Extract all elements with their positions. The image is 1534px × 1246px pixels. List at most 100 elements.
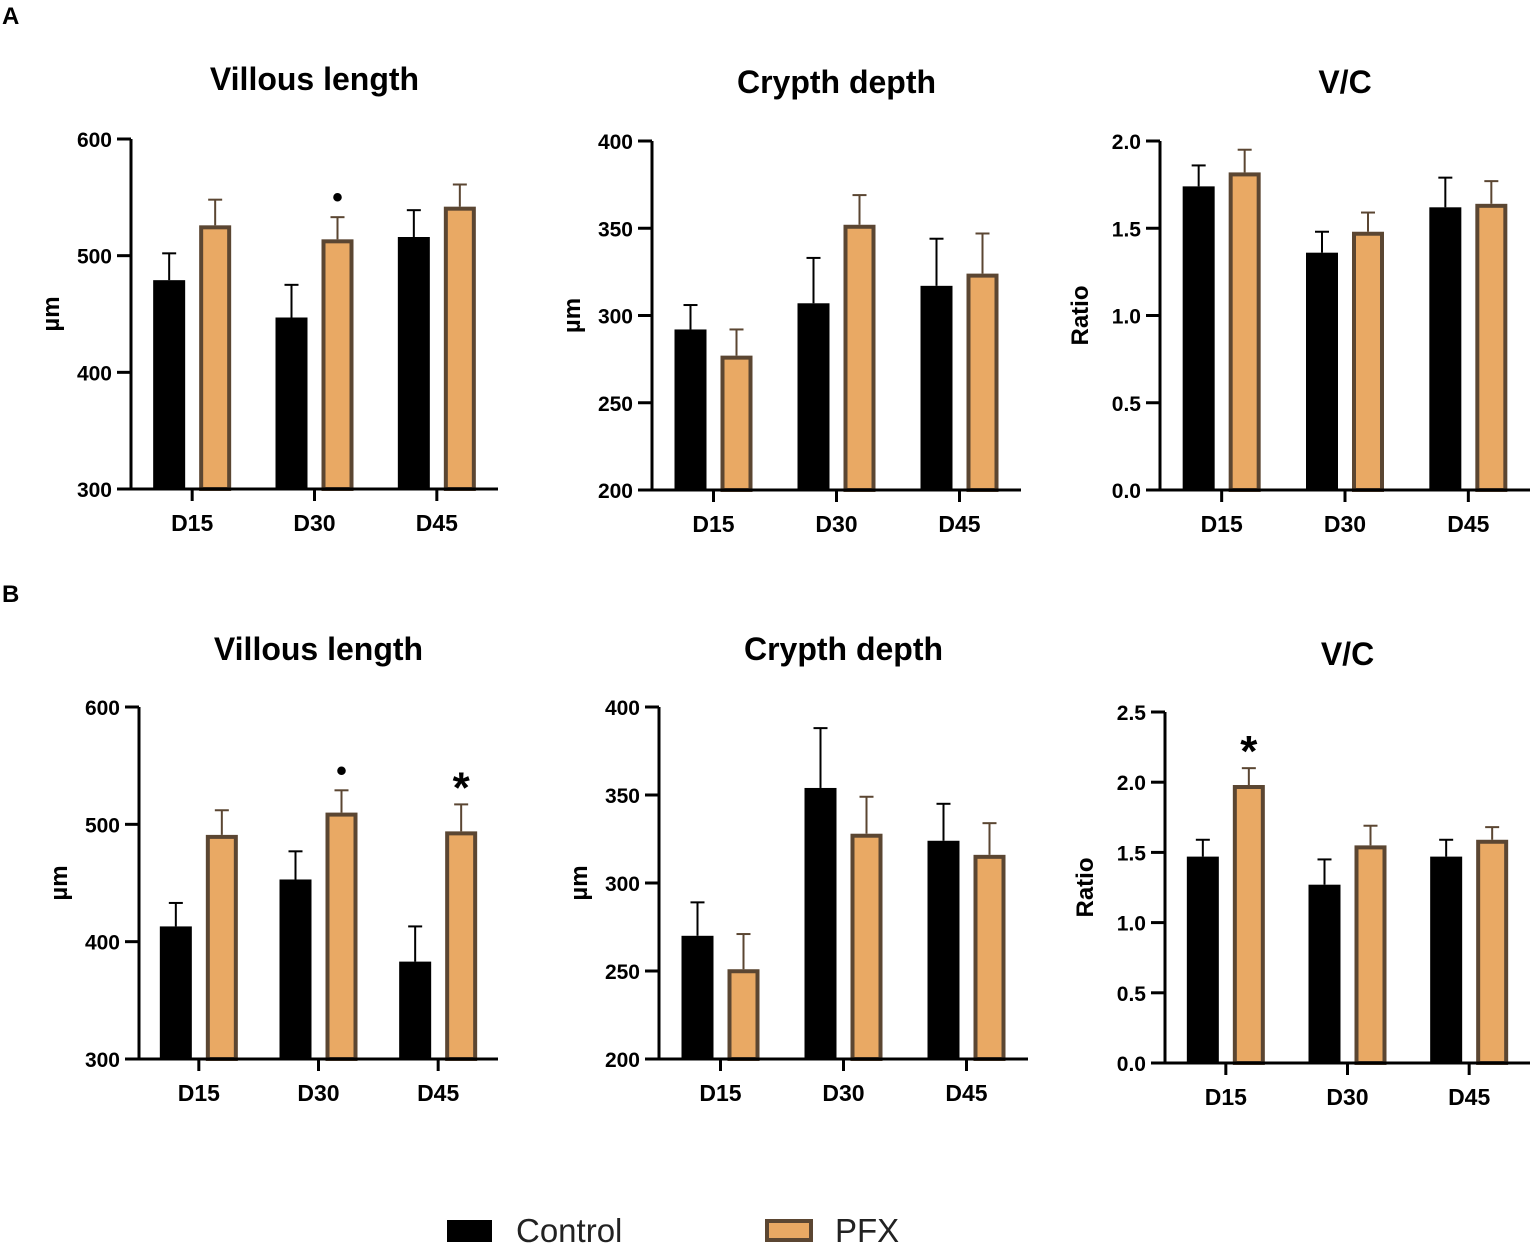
y-tick-label-a1-3: 600 [77,129,112,152]
bar-a2-pfx-d15 [720,355,753,493]
y-axis-label-a2: µm [559,298,586,333]
bar-a1-pfx-d15 [199,225,232,491]
chart-a3: V/C Ratio 0.0 0.5 1.0 1.5 2.0 D15 D30 D45 [1067,64,1530,537]
bar-a3-pfx-d45 [1475,203,1508,492]
bar-b1-control-d15 [159,926,192,1059]
x-tick-label-a3-2: D45 [1447,511,1489,537]
bar-a2-control-d45 [920,285,953,490]
y-tick-label-a1-0: 300 [77,479,112,502]
bar-a1-pfx-d45 [443,206,476,492]
y-tick-label-b3-4: 2.0 [1117,772,1146,795]
y-tick-label-a2-2: 300 [598,306,633,329]
y-tick-label-b3-3: 1.5 [1117,842,1147,865]
y-tick-label-a2-3: 350 [598,218,633,241]
y-tick-label-b2-3: 350 [605,785,640,808]
bar-a3-control-d45 [1429,207,1462,490]
significance-mark-b1-0: • [336,754,347,787]
y-axis-label-a3: Ratio [1067,286,1094,346]
bar-b2-control-d45 [927,840,960,1059]
x-tick-label-b3-2: D45 [1448,1084,1490,1110]
x-tick-label-b2-2: D45 [945,1080,987,1106]
x-tick-label-a3-0: D15 [1201,511,1243,537]
y-axis-label-b1: µm [46,865,73,900]
bar-b2-pfx-d15 [727,969,760,1061]
x-tick-label-b2-0: D15 [699,1080,741,1106]
legend-pfx-swatch [765,1219,813,1242]
legend: Control PFX [447,1212,899,1246]
bar-b1-pfx-d45 [445,831,478,1062]
y-tick-label-a1-2: 500 [77,246,112,269]
bar-a3-control-d30 [1306,252,1338,490]
y-axis-label-b3: Ratio [1072,858,1099,918]
bar-b3-control-d15 [1186,856,1219,1063]
bar-a1-control-d15 [153,280,186,489]
chart-a1: Villous length µm • 300 400 500 600 D15 D30 D45 [38,61,498,536]
y-axis-label-a1: µm [38,296,65,331]
bar-b1-pfx-d15 [205,834,238,1061]
chart-title-b3: V/C [1321,636,1374,672]
y-tick-label-b3-5: 2.5 [1117,702,1147,725]
legend-pfx-label: PFX [835,1212,899,1246]
chart-title-a3: V/C [1318,64,1371,100]
y-tick-label-b2-4: 400 [605,697,640,720]
x-tick-label-b2-1: D30 [822,1080,864,1106]
chart-a2: Crypth depth µm 200 250 300 350 400 D15 D30 D45 [559,64,1021,537]
y-tick-label-b2-1: 250 [605,961,640,984]
y-tick-label-b1-2: 500 [85,814,120,837]
chart-title-a1: Villous length [210,61,419,97]
x-tick-label-b1-1: D30 [297,1080,339,1106]
bar-b3-control-d30 [1308,884,1341,1063]
bar-a1-control-d30 [275,317,308,489]
x-tick-label-a1-1: D30 [293,510,335,536]
bar-b3-pfx-d30 [1354,845,1387,1065]
panel-label-b: B [2,581,19,608]
y-tick-label-a3-4: 2.0 [1112,131,1141,154]
chart-title-b2: Crypth depth [744,631,943,667]
y-tick-label-a1-1: 400 [77,362,112,385]
panel-label-a: A [2,3,19,30]
x-tick-label-a2-0: D15 [692,511,734,537]
bar-a3-control-d15 [1182,186,1215,490]
y-tick-label-a3-0: 0.0 [1112,480,1141,503]
bar-b3-control-d45 [1430,856,1463,1063]
y-tick-label-a2-0: 200 [598,480,633,503]
bar-b1-control-d30 [279,879,312,1059]
bar-b2-control-d30 [804,787,837,1059]
x-tick-label-a1-0: D15 [171,510,213,536]
chart-b3: V/C Ratio * 0.0 0.5 1.0 1.5 2.0 2.5 D15 D30 D45 [1072,636,1530,1110]
x-tick-label-b3-0: D15 [1205,1084,1247,1110]
bar-a2-pfx-d30 [843,224,876,492]
y-tick-label-a2-1: 250 [598,393,633,416]
bar-a3-pfx-d15 [1228,172,1261,492]
y-tick-label-b1-0: 300 [85,1049,120,1072]
bar-b1-pfx-d30 [325,812,358,1061]
x-tick-label-a1-2: D45 [416,510,458,536]
chart-title-a2: Crypth depth [737,64,936,100]
chart-title-b1: Villous length [214,631,423,667]
x-tick-label-b3-1: D30 [1326,1084,1368,1110]
chart-b1: Villous length µm • * 300 400 500 600 D15 D30 D45 [46,631,498,1106]
y-tick-label-b2-0: 200 [605,1049,640,1072]
x-tick-label-a2-1: D30 [815,511,857,537]
legend-control-label: Control [516,1212,622,1246]
significance-mark-b1-1: * [453,763,471,812]
x-tick-label-a2-2: D45 [938,511,980,537]
bar-a2-pfx-d45 [966,273,999,492]
y-tick-label-b1-3: 600 [85,697,120,720]
bar-a1-control-d45 [397,237,430,489]
y-tick-label-a3-1: 0.5 [1112,393,1142,416]
y-tick-label-a2-4: 400 [598,131,633,154]
y-tick-label-b2-2: 300 [605,873,640,896]
bar-b1-control-d45 [399,961,432,1059]
x-tick-label-b1-2: D45 [417,1080,459,1106]
bar-b2-pfx-d30 [850,833,883,1061]
bar-b3-pfx-d15 [1232,785,1265,1065]
y-tick-label-b1-1: 400 [85,932,120,955]
legend-control-swatch [447,1220,492,1242]
bar-b3-pfx-d45 [1476,839,1509,1065]
bar-a3-pfx-d30 [1352,231,1384,493]
y-tick-label-a3-2: 1.0 [1112,306,1141,329]
y-tick-label-b3-2: 1.0 [1117,913,1146,936]
bar-b2-pfx-d45 [973,854,1006,1062]
